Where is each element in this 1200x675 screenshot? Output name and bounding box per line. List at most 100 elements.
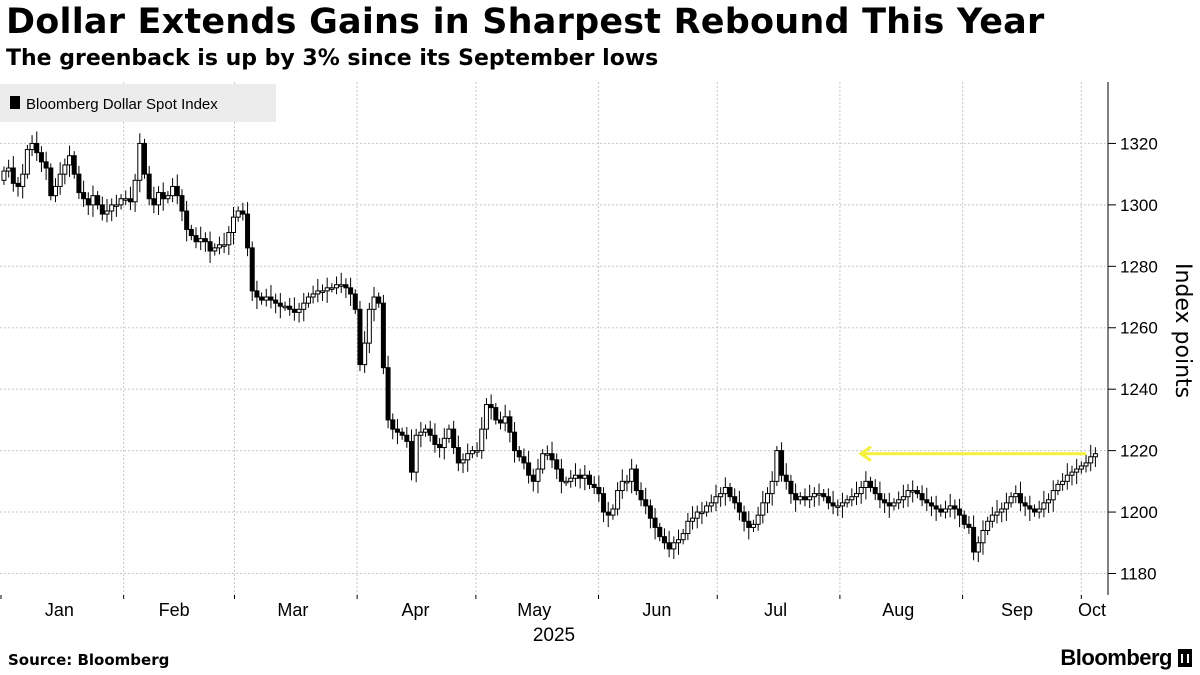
candle-body bbox=[263, 296, 269, 301]
candle-body bbox=[540, 453, 546, 470]
candle-body bbox=[24, 149, 30, 175]
candle-body bbox=[1041, 502, 1047, 510]
candle-body bbox=[179, 195, 185, 212]
candle-body bbox=[156, 192, 162, 206]
x-tick-label: Aug bbox=[882, 600, 914, 620]
candle-body bbox=[821, 493, 827, 498]
candle-body bbox=[479, 428, 485, 452]
candle-body bbox=[619, 480, 625, 492]
candle-body bbox=[1027, 505, 1033, 510]
x-tick-label: Jun bbox=[642, 600, 671, 620]
candle-body bbox=[67, 155, 73, 166]
candle-body bbox=[127, 198, 133, 203]
candle-body bbox=[633, 468, 639, 492]
candle-body bbox=[371, 296, 377, 310]
candle-body bbox=[273, 299, 279, 304]
y-tick-label: 1240 bbox=[1120, 380, 1158, 399]
candle-body bbox=[226, 232, 232, 246]
candle-body bbox=[1088, 456, 1094, 464]
chart-subtitle: The greenback is up by 3% since its Sept… bbox=[6, 46, 659, 71]
x-tick-label: Jul bbox=[764, 600, 787, 620]
candle-body bbox=[605, 511, 611, 516]
x-tick-label: Feb bbox=[159, 600, 190, 620]
candle-body bbox=[858, 486, 864, 495]
candle-body bbox=[891, 502, 897, 507]
candle-body bbox=[582, 474, 588, 479]
candle-body bbox=[713, 496, 719, 504]
bloomberg-logo: Bloomberg bbox=[1060, 645, 1192, 671]
candle-body bbox=[493, 407, 499, 421]
source-note: Source: Bloomberg bbox=[8, 651, 170, 669]
candle-body bbox=[446, 428, 452, 439]
candle-body bbox=[980, 529, 986, 544]
candle-body bbox=[366, 308, 372, 344]
candle-body bbox=[535, 468, 541, 482]
candle-body bbox=[427, 428, 433, 436]
x-axis-year-label: 2025 bbox=[533, 625, 575, 646]
legend: Bloomberg Dollar Spot Index bbox=[0, 84, 276, 122]
candle-body bbox=[741, 511, 747, 522]
candle-body bbox=[282, 305, 288, 309]
candle-body bbox=[460, 459, 466, 464]
candle-body bbox=[99, 204, 105, 215]
x-tick-label: Sep bbox=[1001, 600, 1033, 620]
candle-body bbox=[1017, 493, 1023, 504]
candle-body bbox=[994, 511, 1000, 516]
candle-body bbox=[933, 505, 939, 510]
candle-body bbox=[652, 517, 658, 528]
candle-body bbox=[825, 496, 831, 504]
candle-body bbox=[465, 453, 471, 461]
candle-body bbox=[90, 195, 96, 206]
candle-body bbox=[441, 437, 447, 449]
candle-body bbox=[310, 293, 316, 298]
candle-body bbox=[975, 542, 981, 553]
candle-body bbox=[287, 305, 293, 310]
candle-body bbox=[52, 185, 58, 197]
candle-body bbox=[999, 508, 1005, 513]
candle-body bbox=[29, 142, 35, 151]
candle-body bbox=[704, 505, 710, 513]
candle-body bbox=[544, 453, 550, 456]
candle-body bbox=[10, 167, 16, 184]
candle-body bbox=[207, 241, 213, 252]
candle-body bbox=[1, 170, 7, 181]
candle-body bbox=[109, 204, 115, 212]
candle-body bbox=[769, 480, 775, 495]
candle-body bbox=[877, 493, 883, 501]
candle-body bbox=[160, 192, 166, 200]
candle-body bbox=[146, 173, 152, 200]
candle-body bbox=[624, 480, 630, 484]
candle-body bbox=[797, 496, 803, 501]
candle-body bbox=[989, 514, 995, 522]
candle-body bbox=[6, 167, 12, 172]
candle-body bbox=[240, 210, 246, 215]
candle-body bbox=[221, 244, 227, 247]
candle-body bbox=[886, 502, 892, 507]
candle-body bbox=[212, 247, 218, 252]
candle-body bbox=[362, 342, 368, 366]
candle-body bbox=[488, 404, 494, 409]
candle-body bbox=[38, 152, 44, 163]
candle-body bbox=[413, 434, 419, 473]
candle-body bbox=[746, 520, 752, 528]
candle-body bbox=[844, 499, 850, 504]
candle-body bbox=[966, 523, 972, 528]
candle-body bbox=[357, 308, 363, 366]
y-tick-label: 1320 bbox=[1120, 134, 1158, 153]
candle-body bbox=[549, 453, 555, 461]
x-axis-ticks: Jan Feb Mar Apr May Jun Jul Aug Sep Oct bbox=[0, 595, 1106, 620]
candle-body bbox=[95, 195, 101, 206]
candle-body bbox=[57, 173, 63, 187]
candle-body bbox=[690, 517, 696, 522]
candle-body bbox=[722, 486, 728, 495]
candle-body bbox=[708, 502, 714, 507]
candle-body bbox=[245, 213, 251, 249]
x-tick-label: May bbox=[517, 600, 551, 620]
candle-body bbox=[198, 238, 204, 243]
candle-body bbox=[586, 474, 592, 485]
candle-body bbox=[418, 431, 424, 436]
candle-body bbox=[43, 161, 49, 169]
candle-body bbox=[835, 505, 841, 508]
candle-body bbox=[685, 520, 691, 535]
